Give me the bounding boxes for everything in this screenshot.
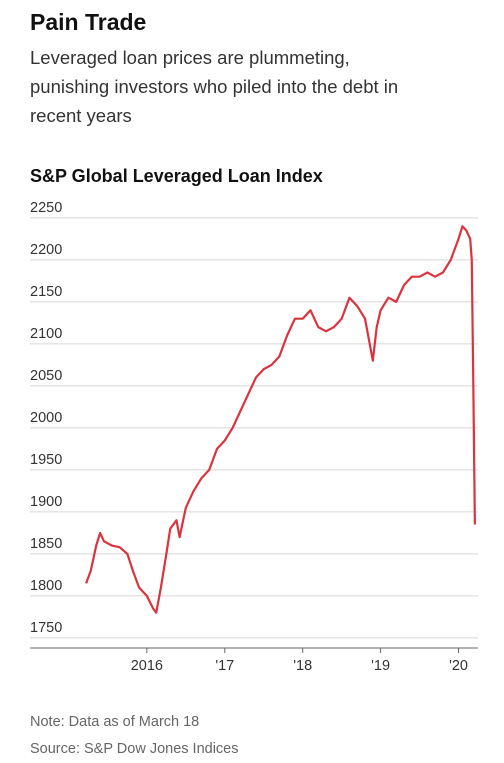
subtitle-line: Leveraged loan prices are plummeting, [30,47,350,68]
x-tick-label: '19 [371,658,390,674]
chart-title: Pain Trade [30,9,146,35]
y-tick-label: 1900 [30,494,62,510]
y-tick-label: 2150 [30,284,62,300]
x-tick-label: 2016 [131,658,163,674]
y-tick-label: 1950 [30,452,62,468]
x-tick-label: '17 [215,658,234,674]
y-tick-label: 2200 [30,242,62,258]
y-tick-label: 1800 [30,578,62,594]
x-tick-label: '20 [449,658,468,674]
note: Note: Data as of March 18 [30,714,199,730]
y-tick-label: 1850 [30,536,62,552]
y-tick-label: 1750 [30,620,62,636]
subtitle-line: punishing investors who piled into the d… [30,76,398,97]
y-tick-label: 2050 [30,368,62,384]
y-tick-label: 2250 [30,200,62,216]
y-tick-label: 2100 [30,326,62,342]
chart-subtitle: S&P Global Leveraged Loan Index [30,166,323,186]
y-tick-label: 2000 [30,410,62,426]
data-line [85,225,476,614]
source: Source: S&P Dow Jones Indices [30,741,238,757]
x-tick-label: '18 [293,658,312,674]
subtitle-line: recent years [30,105,132,126]
